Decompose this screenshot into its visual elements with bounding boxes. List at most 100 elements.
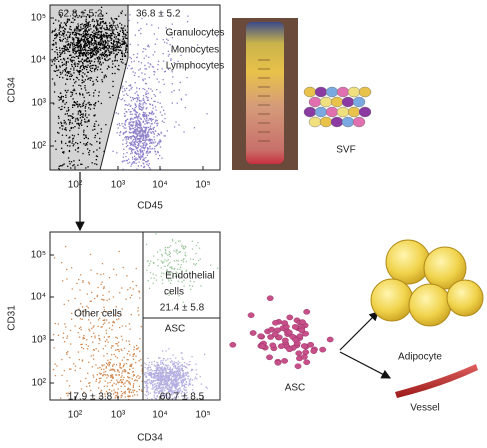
dot bbox=[176, 385, 178, 387]
dot bbox=[124, 42, 126, 44]
dot bbox=[68, 50, 71, 53]
dot bbox=[94, 89, 96, 91]
dot bbox=[170, 374, 172, 376]
dot bbox=[54, 60, 56, 62]
dot bbox=[101, 55, 103, 57]
quadrant-value: 21.4 ± 5.8 bbox=[160, 303, 205, 314]
dot bbox=[147, 386, 149, 389]
dot bbox=[117, 51, 120, 54]
dot bbox=[95, 378, 98, 380]
dot bbox=[152, 107, 154, 109]
dot bbox=[162, 370, 164, 372]
dot bbox=[136, 379, 138, 382]
dot bbox=[59, 76, 61, 78]
dot bbox=[87, 137, 89, 140]
dot bbox=[94, 68, 96, 70]
dot bbox=[100, 31, 102, 33]
dot bbox=[171, 372, 173, 374]
dot bbox=[77, 43, 79, 45]
dot bbox=[133, 142, 136, 144]
dot bbox=[156, 388, 158, 390]
dot bbox=[136, 141, 138, 143]
dot bbox=[147, 370, 149, 372]
dot bbox=[81, 75, 83, 77]
dot bbox=[116, 60, 118, 62]
dot bbox=[104, 322, 106, 324]
dot bbox=[112, 364, 114, 366]
dot bbox=[66, 113, 68, 115]
dot bbox=[61, 125, 63, 127]
dot bbox=[100, 326, 102, 328]
dot bbox=[194, 264, 196, 266]
dot bbox=[96, 48, 99, 50]
dot bbox=[174, 386, 176, 388]
dot bbox=[111, 34, 113, 36]
dot bbox=[82, 67, 85, 69]
dot bbox=[179, 250, 182, 253]
dot bbox=[83, 134, 85, 136]
dot bbox=[110, 42, 112, 44]
dot bbox=[70, 127, 72, 130]
dot bbox=[120, 396, 122, 399]
dot bbox=[98, 57, 100, 60]
dot bbox=[84, 144, 87, 146]
dot bbox=[82, 103, 84, 105]
dot bbox=[144, 114, 146, 116]
dot bbox=[97, 48, 99, 50]
dot bbox=[80, 28, 82, 30]
dot bbox=[175, 367, 177, 369]
dot bbox=[174, 387, 177, 389]
dot bbox=[78, 159, 80, 161]
dot bbox=[147, 357, 149, 359]
dot bbox=[64, 45, 66, 48]
dot bbox=[131, 149, 133, 152]
dot bbox=[86, 141, 89, 144]
dot bbox=[65, 123, 67, 125]
dot bbox=[161, 255, 163, 257]
dot bbox=[89, 36, 91, 39]
dot bbox=[139, 132, 141, 134]
dot bbox=[115, 383, 117, 385]
dot bbox=[133, 136, 136, 139]
dot bbox=[70, 29, 72, 31]
dot bbox=[64, 45, 66, 47]
dot bbox=[62, 100, 64, 102]
dot bbox=[118, 49, 121, 51]
dot bbox=[98, 63, 100, 65]
dot bbox=[122, 125, 124, 127]
dot bbox=[147, 126, 150, 129]
dot bbox=[136, 22, 139, 24]
dot bbox=[83, 41, 85, 43]
dot bbox=[93, 47, 95, 50]
dot bbox=[125, 45, 127, 47]
dot bbox=[175, 368, 177, 370]
dot bbox=[99, 373, 102, 375]
dot bbox=[101, 35, 103, 37]
dot bbox=[176, 382, 178, 384]
dot bbox=[180, 364, 182, 366]
dot bbox=[75, 52, 77, 54]
dot bbox=[86, 59, 88, 61]
dot bbox=[117, 127, 119, 129]
dot bbox=[127, 136, 129, 138]
dot bbox=[83, 45, 85, 47]
dot bbox=[132, 386, 134, 388]
dot bbox=[189, 258, 192, 260]
dot bbox=[92, 43, 94, 45]
dot bbox=[180, 54, 182, 56]
dot bbox=[101, 79, 103, 81]
dot bbox=[75, 34, 77, 36]
dot bbox=[167, 364, 169, 366]
dot bbox=[62, 33, 64, 35]
dot bbox=[162, 362, 164, 364]
dot bbox=[123, 356, 125, 359]
dot bbox=[192, 369, 194, 371]
dot bbox=[167, 272, 169, 274]
asc-cell bbox=[303, 359, 311, 366]
dot bbox=[86, 38, 89, 40]
dot bbox=[97, 59, 100, 61]
dot bbox=[62, 99, 65, 102]
dot bbox=[102, 299, 104, 301]
dot bbox=[97, 41, 99, 44]
dot bbox=[147, 62, 149, 64]
